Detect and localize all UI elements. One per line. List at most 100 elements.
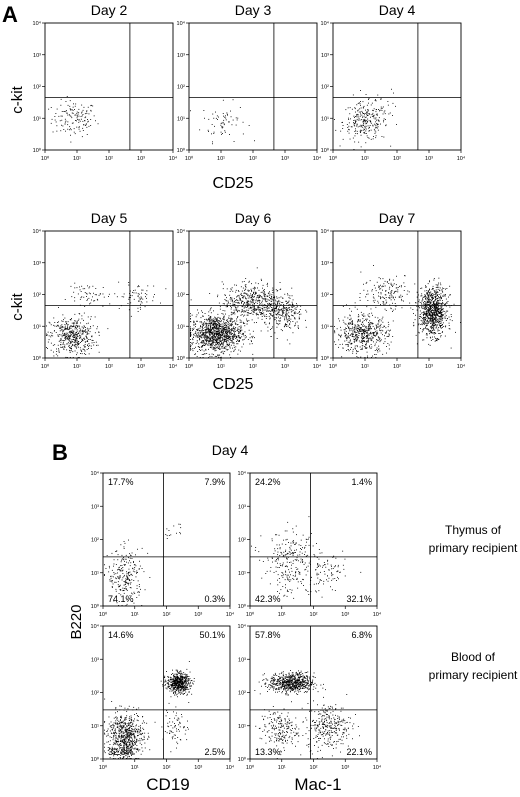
scatter-point [251, 296, 253, 298]
scatter-point [296, 303, 297, 305]
scatter-point [293, 312, 295, 314]
scatter-point [295, 572, 296, 574]
scatter-point [433, 304, 435, 306]
scatter-point [425, 315, 427, 317]
scatter-point [69, 357, 71, 358]
scatter-point [200, 317, 202, 319]
scatter-point [60, 329, 62, 331]
scatter-point [248, 312, 250, 314]
scatter-point [438, 316, 440, 318]
scatter-point [385, 327, 387, 329]
scatter-point [201, 349, 203, 351]
scatter-point [73, 326, 75, 327]
scatter-point [394, 308, 396, 310]
scatter-point [440, 310, 442, 311]
scatter-point [78, 346, 79, 348]
scatter-point [255, 313, 257, 315]
scatter-point [422, 312, 424, 314]
scatter-point [257, 307, 259, 309]
scatter-point [429, 302, 431, 304]
scatter-point [223, 318, 225, 320]
scatter-point [208, 315, 210, 317]
scatter-point [444, 316, 446, 318]
scatter-point [233, 332, 235, 334]
scatter-point [225, 115, 226, 117]
scatter-point [282, 307, 284, 309]
scatter-point [278, 309, 280, 311]
scatter-point [237, 329, 239, 330]
scatter-point [438, 302, 440, 304]
scatter-point [128, 309, 130, 311]
scatter-point [253, 305, 255, 307]
scatter-point [441, 319, 443, 321]
scatter-point [371, 337, 373, 339]
scatter-point [253, 291, 255, 293]
scatter-point [341, 334, 342, 336]
scatter-point [195, 343, 197, 344]
scatter-point [70, 331, 71, 333]
scatter-point [218, 347, 220, 349]
scatter-point [95, 288, 97, 289]
scatter-point [366, 293, 368, 295]
scatter-point [56, 351, 58, 352]
scatter-point [299, 311, 300, 312]
scatter-point [263, 307, 265, 309]
scatter-point [222, 329, 224, 331]
scatter-point [125, 580, 127, 581]
scatter-point [208, 357, 210, 358]
scatter-point [378, 120, 380, 122]
scatter-point [253, 312, 255, 313]
scatter-point [442, 314, 444, 316]
scatter-point [205, 331, 207, 333]
scatter-point [425, 323, 427, 325]
scatter-point [288, 316, 290, 318]
scatter-point [427, 323, 429, 325]
scatter-point [193, 333, 195, 335]
scatter-point [365, 326, 367, 328]
scatter-point [126, 576, 128, 577]
scatter-point [435, 292, 437, 294]
scatter-point [441, 290, 443, 292]
scatter-point [226, 336, 227, 338]
scatter-point [95, 341, 97, 343]
scatter-point [215, 117, 217, 119]
scatter-point [73, 338, 75, 340]
scatter-point [123, 558, 125, 560]
scatter-point [374, 354, 376, 355]
scatter-point [215, 349, 217, 351]
scatter-point [439, 316, 441, 317]
scatter-point [362, 329, 363, 330]
scatter-point [79, 337, 80, 339]
scatter-point [88, 328, 90, 330]
scatter-point [287, 552, 288, 554]
scatter-point [192, 350, 194, 352]
scatter-point [257, 306, 259, 308]
scatter-point [225, 300, 227, 302]
scatter-point [67, 341, 69, 343]
scatter-point [301, 560, 303, 562]
y-tick-label: 10⁴ [177, 228, 186, 235]
scatter-point [225, 324, 227, 325]
scatter-point [426, 324, 428, 326]
scatter-point [278, 544, 280, 546]
scatter-point [225, 347, 227, 349]
scatter-point [344, 340, 346, 342]
scatter-point [93, 115, 95, 117]
scatter-point [128, 572, 130, 574]
scatter-point [439, 312, 441, 313]
scatter-point [375, 332, 377, 334]
scatter-point [378, 326, 380, 328]
scatter-point [231, 324, 233, 325]
scatter-point [362, 323, 364, 325]
scatter-point [383, 111, 385, 113]
scatter-point [203, 334, 205, 336]
scatter-point [212, 339, 214, 341]
scatter-point [276, 308, 277, 310]
scatter-point [59, 339, 61, 341]
scatter-point [434, 309, 436, 310]
scatter-point [97, 326, 98, 328]
scatter-point [436, 315, 438, 316]
scatter-point [310, 533, 312, 534]
scatter-point [431, 312, 433, 314]
scatter-point [71, 318, 72, 319]
